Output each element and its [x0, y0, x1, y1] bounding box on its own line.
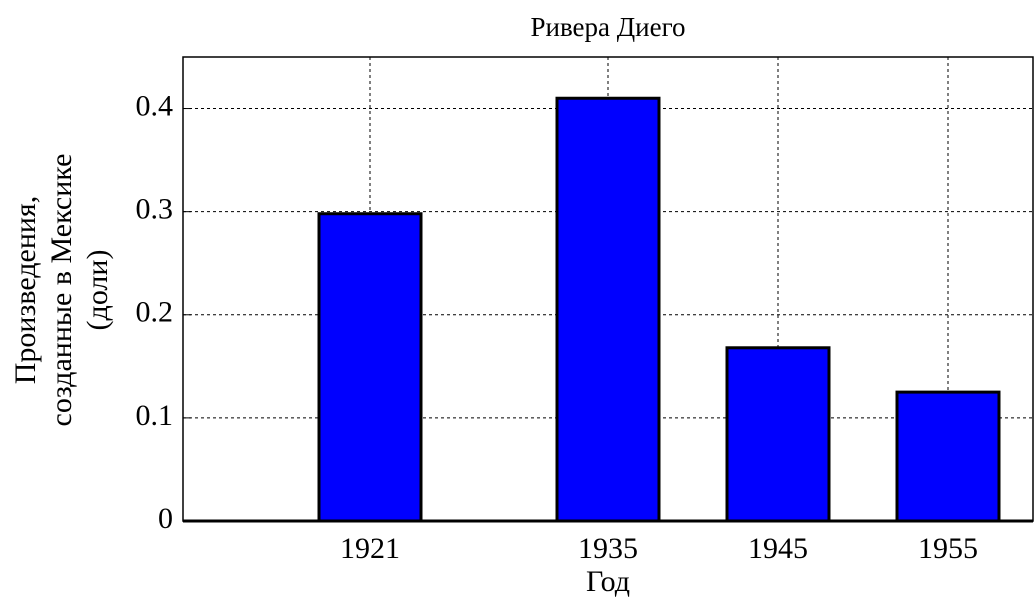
y-tick-label: 0.1 — [136, 399, 174, 432]
y-axis-label: Произведения, — [9, 196, 42, 384]
x-tick-label: 1921 — [340, 532, 400, 565]
y-axis-label: (доли) — [81, 250, 114, 331]
y-tick-label: 0 — [158, 502, 173, 535]
y-tick-label: 0.3 — [136, 193, 174, 226]
bar — [895, 390, 1001, 523]
bar — [555, 96, 661, 523]
x-axis-label: Год — [586, 565, 630, 598]
chart-title: Ривера Диего — [530, 12, 685, 42]
x-tick-label: 1945 — [748, 532, 808, 565]
bar — [725, 346, 831, 523]
x-tick-label: 1955 — [918, 532, 978, 565]
bar — [317, 212, 423, 523]
x-tick-label: 1935 — [578, 532, 638, 565]
y-tick-label: 0.4 — [136, 89, 174, 122]
y-axis-label: созданные в Мексике — [45, 154, 78, 427]
y-tick-label: 0.2 — [136, 296, 174, 329]
